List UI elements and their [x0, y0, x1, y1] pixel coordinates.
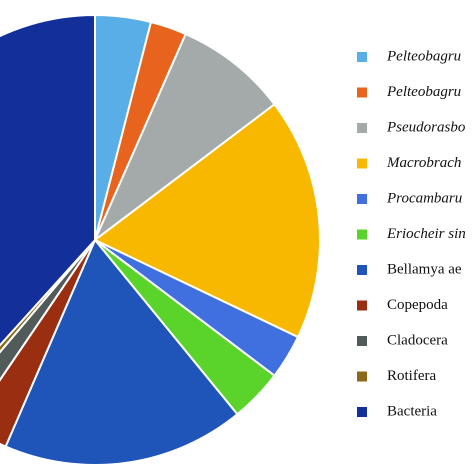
legend-marker: [357, 229, 367, 240]
legend-marker: [357, 371, 367, 382]
legend-label: Macrobrach: [386, 155, 461, 171]
legend-label: Bacteria: [387, 403, 437, 419]
legend-label: Bellamya ae: [387, 261, 462, 277]
pie-slice: [0, 13, 96, 347]
legend-label: Cladocera: [387, 332, 448, 348]
legend-label: Copepoda: [387, 297, 448, 313]
legend-marker: [357, 336, 367, 346]
legend-marker: [357, 158, 367, 169]
legend-marker: [357, 123, 367, 133]
legend-label: Pseudorasbo: [386, 119, 466, 135]
legend-label: Rotifera: [387, 368, 436, 384]
legend-label: Procambaru: [386, 190, 462, 206]
legend-marker: [357, 87, 367, 98]
pie-slice: [4, 238, 239, 466]
legend-label: Pelteobagru: [386, 84, 461, 100]
legend-marker: [357, 300, 367, 311]
pie-slice: [0, 239, 96, 382]
legend-marker: [357, 52, 367, 62]
legend-label: Pelteobagru: [386, 48, 461, 64]
pie-slice: [93, 102, 321, 339]
pie-slice: [0, 239, 96, 448]
legend-marker: [357, 407, 367, 417]
legend-marker: [357, 194, 367, 204]
pie-slice: [92, 32, 276, 244]
legend-marker: [357, 265, 367, 275]
legend-label: Eriocheir sin: [386, 226, 466, 242]
